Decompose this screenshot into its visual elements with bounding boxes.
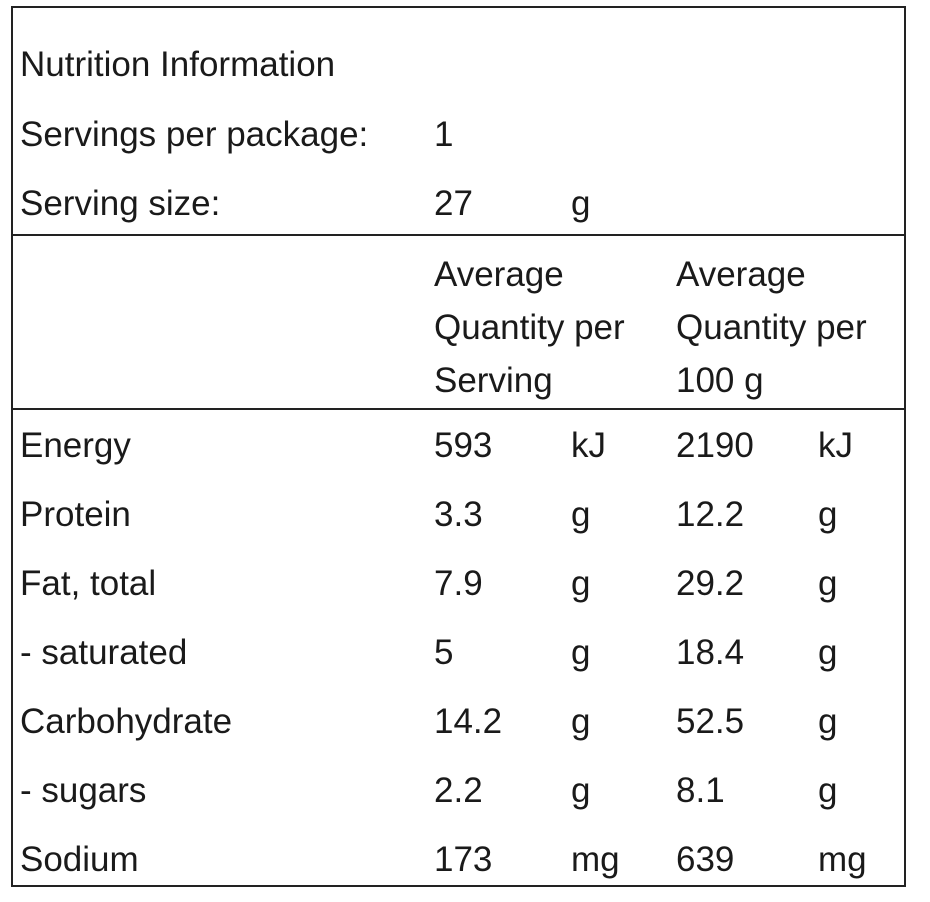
per-serving-value: 3.3	[434, 495, 483, 534]
per-100g-unit: g	[818, 771, 838, 810]
column-header-divider	[13, 408, 904, 410]
per-serving-unit: kJ	[571, 426, 606, 465]
serving-size-unit: g	[571, 184, 591, 223]
per-serving-unit: g	[571, 633, 591, 672]
per-100g-unit: g	[818, 633, 838, 672]
servings-per-package-label: Servings per package:	[20, 115, 369, 154]
nutrient-label: - sugars	[20, 771, 147, 810]
per-100g-unit: g	[818, 702, 838, 741]
nutrient-label: Sodium	[20, 840, 139, 879]
per-100g-unit: g	[818, 495, 838, 534]
per-100g-value: 29.2	[676, 564, 745, 603]
per-serving-unit: g	[571, 495, 591, 534]
nutrient-label: Fat, total	[20, 564, 157, 603]
per-serving-value: 14.2	[434, 702, 503, 741]
per-serving-value: 7.9	[434, 564, 483, 603]
per-serving-value: 173	[434, 840, 493, 879]
per-serving-unit: g	[571, 702, 591, 741]
per-100g-value: 12.2	[676, 495, 745, 534]
per-serving-value: 5	[434, 633, 454, 672]
column-header-per-100g: Average Quantity per 100 g	[676, 255, 867, 400]
per-serving-unit: g	[571, 564, 591, 603]
nutrient-label: - saturated	[20, 633, 188, 672]
servings-per-package-value: 1	[434, 115, 454, 154]
column-header-per-serving: Average Quantity per Serving	[434, 255, 625, 400]
per-100g-value: 2190	[676, 426, 754, 465]
per-serving-unit: mg	[571, 840, 620, 879]
nutrient-label: Protein	[20, 495, 131, 534]
per-serving-value: 593	[434, 426, 493, 465]
nutrient-label: Carbohydrate	[20, 702, 233, 741]
per-100g-unit: mg	[818, 840, 867, 879]
per-100g-value: 639	[676, 840, 735, 879]
nutrition-panel: Nutrition Information Servings per packa…	[11, 6, 906, 887]
per-100g-value: 52.5	[676, 702, 745, 741]
nutrient-label: Energy	[20, 426, 131, 465]
serving-size-value: 27	[434, 184, 473, 223]
per-100g-value: 18.4	[676, 633, 745, 672]
serving-size-label: Serving size:	[20, 184, 221, 223]
per-100g-unit: g	[818, 564, 838, 603]
per-serving-value: 2.2	[434, 771, 483, 810]
per-100g-unit: kJ	[818, 426, 853, 465]
panel-title: Nutrition Information	[20, 45, 336, 84]
per-serving-unit: g	[571, 771, 591, 810]
per-100g-value: 8.1	[676, 771, 725, 810]
header-divider	[13, 234, 904, 236]
